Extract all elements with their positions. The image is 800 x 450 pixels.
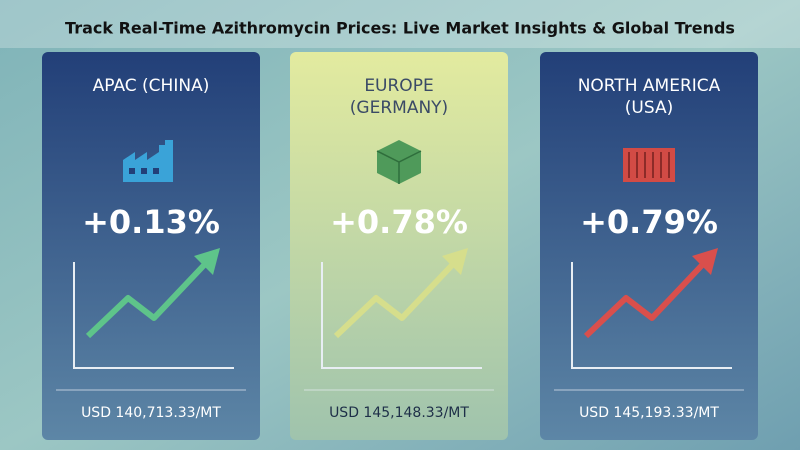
price-change: +0.78% — [330, 203, 468, 241]
price: USD 145,148.33/MT — [329, 405, 469, 421]
icon-window — [141, 168, 147, 174]
trend-axes — [321, 262, 482, 369]
region-name: APAC (CHINA) — [93, 76, 210, 96]
icon-shape — [623, 148, 675, 182]
region-icon — [623, 148, 675, 182]
region-icon — [123, 140, 173, 182]
price-change: +0.13% — [82, 203, 220, 241]
icon-edge — [376, 150, 422, 184]
icon-window — [153, 168, 159, 174]
card: NORTH AMERICA(USA) +0.79% USD 145,193.33/M… — [540, 52, 758, 440]
card: APAC (CHINA) +0.13% USD 140,713.33/MT — [42, 52, 260, 440]
price-change: +0.79% — [580, 203, 718, 241]
trend-line — [85, 259, 210, 339]
card-background — [290, 52, 508, 440]
page-title: Track Real-Time Azithromycin Prices: Liv… — [65, 19, 735, 38]
trend-axes — [571, 262, 732, 369]
cards: APAC (CHINA) +0.13% USD 140,713.33/MT EUROP… — [42, 52, 758, 440]
card: EUROPE(GERMANY) +0.78% USD 145,148.33/MT — [290, 52, 508, 440]
icon-shape — [123, 140, 173, 182]
region-name: NORTH AMERICA — [578, 76, 721, 96]
trend-line — [583, 259, 708, 339]
title-band — [0, 0, 800, 48]
region-icon — [376, 140, 422, 184]
trend-axes — [73, 262, 234, 369]
region-name: EUROPE — [364, 76, 433, 96]
trend-line — [333, 259, 458, 339]
card-background — [540, 52, 758, 440]
price: USD 140,713.33/MT — [81, 405, 221, 421]
trend-arrowhead — [692, 248, 718, 275]
price: USD 145,193.33/MT — [579, 405, 719, 421]
card-background — [42, 52, 260, 440]
region-name: (GERMANY) — [350, 98, 448, 118]
icon-window — [129, 168, 135, 174]
trend-arrowhead — [442, 248, 468, 275]
trend-arrowhead — [194, 248, 220, 275]
region-name: (USA) — [625, 98, 673, 118]
